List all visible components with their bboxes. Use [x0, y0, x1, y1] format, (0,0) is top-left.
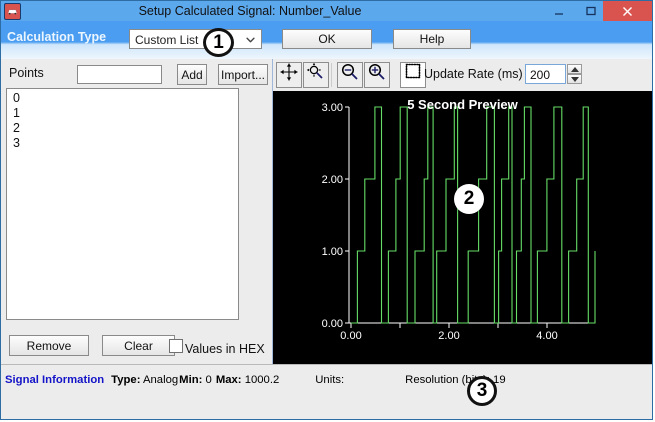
svg-text:0.00: 0.00 [322, 318, 343, 330]
svg-text:4.00: 4.00 [536, 330, 557, 342]
svg-text:1.00: 1.00 [322, 246, 343, 258]
svg-text:2.00: 2.00 [322, 174, 343, 186]
svg-text:2.00: 2.00 [438, 330, 459, 342]
svg-text:0.00: 0.00 [340, 330, 361, 342]
